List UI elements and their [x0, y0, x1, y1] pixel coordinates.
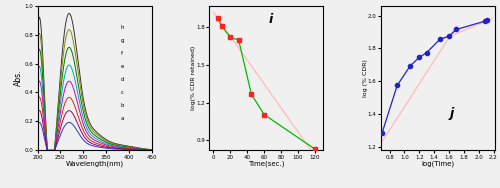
Point: [218, 25, 226, 28]
Point: [452, 28, 460, 31]
X-axis label: Wavelength(nm): Wavelength(nm): [66, 161, 124, 168]
Y-axis label: Abs.: Abs.: [14, 70, 23, 86]
Y-axis label: log(% CDR retained): log(% CDR retained): [191, 46, 196, 110]
Text: i: i: [268, 13, 273, 26]
Y-axis label: log (% CDR): log (% CDR): [362, 59, 368, 97]
Point: [480, 20, 488, 23]
Point: [483, 18, 491, 21]
Text: j: j: [449, 107, 454, 120]
Text: f: f: [121, 51, 123, 56]
Text: h: h: [121, 25, 124, 30]
Point: [248, 93, 256, 96]
Point: [226, 36, 234, 39]
Point: [234, 39, 242, 42]
Text: d: d: [121, 77, 124, 82]
Point: [436, 38, 444, 41]
Text: b: b: [121, 103, 124, 108]
X-axis label: log(Time): log(Time): [421, 161, 454, 168]
Point: [311, 148, 319, 151]
Text: c: c: [121, 90, 124, 95]
Point: [406, 64, 414, 67]
Text: g: g: [121, 38, 124, 43]
Point: [393, 84, 401, 87]
Point: [214, 16, 222, 19]
Point: [422, 51, 430, 54]
Point: [445, 35, 453, 38]
Text: a: a: [121, 116, 124, 121]
Point: [378, 132, 386, 135]
Point: [260, 113, 268, 116]
Text: e: e: [121, 64, 124, 69]
Point: [415, 56, 423, 59]
X-axis label: Time(sec.): Time(sec.): [248, 161, 284, 168]
